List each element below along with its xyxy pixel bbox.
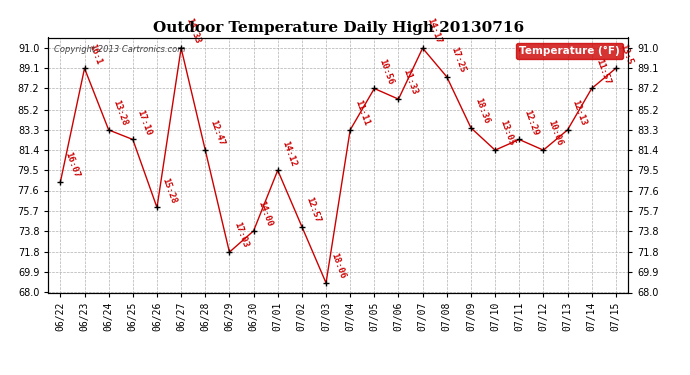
- Text: 10:56: 10:56: [377, 57, 395, 86]
- Text: 17:10: 17:10: [136, 108, 153, 137]
- Text: 11:11: 11:11: [353, 99, 371, 127]
- Text: 14:12: 14:12: [281, 139, 298, 168]
- Text: 11:57: 11:57: [595, 57, 612, 86]
- Text: 14:17: 14:17: [426, 17, 443, 45]
- Text: 15:28: 15:28: [160, 176, 177, 205]
- Text: 12:47: 12:47: [208, 119, 226, 147]
- Text: 13:28: 13:28: [112, 99, 129, 127]
- Text: 16:1: 16:1: [88, 42, 103, 66]
- Text: 12:13: 12:13: [571, 99, 588, 127]
- Text: 13:05: 13:05: [498, 119, 515, 147]
- Text: 14:00: 14:00: [257, 200, 274, 228]
- Text: 17:03: 17:03: [233, 221, 250, 249]
- Text: 16:07: 16:07: [63, 151, 81, 179]
- Text: 12:29: 12:29: [522, 108, 540, 137]
- Text: 10:06: 10:06: [546, 119, 564, 147]
- Text: 13:5: 13:5: [619, 42, 634, 66]
- Text: 18:36: 18:36: [474, 97, 491, 125]
- Text: 14:33: 14:33: [184, 17, 201, 45]
- Text: 11:33: 11:33: [402, 68, 419, 96]
- Text: 12:57: 12:57: [305, 195, 322, 224]
- Text: 18:06: 18:06: [329, 252, 346, 280]
- Title: Outdoor Temperature Daily High 20130716: Outdoor Temperature Daily High 20130716: [152, 21, 524, 35]
- Legend: Temperature (°F): Temperature (°F): [515, 43, 622, 59]
- Text: Copyright 2013 Cartronics.com: Copyright 2013 Cartronics.com: [54, 45, 186, 54]
- Text: 17:25: 17:25: [450, 46, 467, 74]
